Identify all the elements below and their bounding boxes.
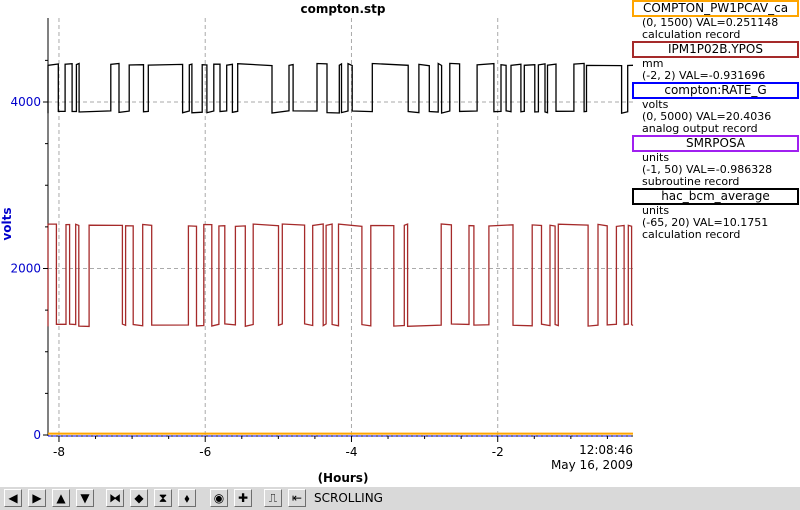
legend-pv-type: analog output record [642, 122, 758, 135]
add-button[interactable]: ✚ [234, 489, 252, 507]
scroll-down-button[interactable]: ▼ [76, 489, 94, 507]
legend-pv-range: (0, 1500) VAL=0.251148 [642, 16, 779, 29]
toolbar: SCROLLING ◀ ▶ ▲ ▼ ⧓ ◆ ⧗ ⬧ ◉ ✚ ⎍ ⇤ [0, 486, 800, 510]
legend-pv-units: units [642, 151, 670, 164]
legend-pv-name[interactable]: hac_bcm_average [632, 188, 799, 205]
legend-pv-name[interactable]: IPM1P02B.YPOS [632, 41, 799, 58]
x-axis-label: (Hours) [318, 471, 369, 485]
x-tick-label: -6 [199, 445, 211, 459]
chart-title: compton.stp [300, 2, 385, 16]
series-line-hac_bcm_average [47, 62, 634, 115]
legend-pv-units: mm [642, 57, 664, 70]
scroll-mode-button[interactable]: ⇤ [288, 489, 306, 507]
legend-pv-range: (-65, 20) VAL=10.1751 [642, 216, 769, 229]
pv-legend: COMPTON_PW1PCAV_ca (0, 1500) VAL=0.251148… [632, 0, 800, 241]
legend-pv-units: units [642, 204, 670, 217]
x-tick-label: -2 [492, 445, 504, 459]
scroll-right-button[interactable]: ▶ [28, 489, 46, 507]
scroll-up-button[interactable]: ▲ [52, 489, 70, 507]
legend-pv-type: subroutine record [642, 175, 740, 188]
zoom-in-x-button[interactable]: ⧓ [106, 489, 124, 507]
legend-pv-name[interactable]: SMRPOSA [632, 135, 799, 152]
y-axis-label: volts [0, 207, 14, 240]
zoom-in-y-button[interactable]: ⧗ [154, 489, 172, 507]
zoom-out-x-button[interactable]: ◆ [130, 489, 148, 507]
legend-pv-range: (-2, 2) VAL=-0.931696 [642, 69, 766, 82]
legend-pv-name[interactable]: compton:RATE_G [632, 82, 799, 99]
y-tick-label: 2000 [10, 262, 41, 276]
legend-pv-name[interactable]: COMPTON_PW1PCAV_ca [632, 0, 799, 17]
series-line-IPM1P02B.YPOS [47, 223, 634, 328]
y-tick-label: 0 [33, 428, 41, 442]
legend-pv-type: calculation record [642, 228, 741, 241]
print-button[interactable]: ⎍ [264, 489, 282, 507]
x-tick-label: -4 [345, 445, 357, 459]
legend-pv-range: (-1, 50) VAL=-0.986328 [642, 163, 773, 176]
legend-pv-range: (0, 5000) VAL=20.4036 [642, 110, 772, 123]
y-tick-label: 4000 [10, 95, 41, 109]
x-tick-label: -8 [53, 445, 65, 459]
time-label: 12:08:46 [579, 443, 633, 457]
zoom-out-y-button[interactable]: ⬧ [178, 489, 196, 507]
strip-chart: compton.stp volts 0 2000 4000 -8 -6 -4 -2 (Hou… [0, 2, 634, 485]
autoscale-button[interactable]: ◉ [210, 489, 228, 507]
date-label: May 16, 2009 [551, 458, 633, 472]
mode-label: SCROLLING [314, 491, 383, 505]
scroll-left-button[interactable]: ◀ [4, 489, 22, 507]
legend-pv-type: calculation record [642, 28, 741, 41]
legend-pv-units: volts [642, 98, 669, 111]
